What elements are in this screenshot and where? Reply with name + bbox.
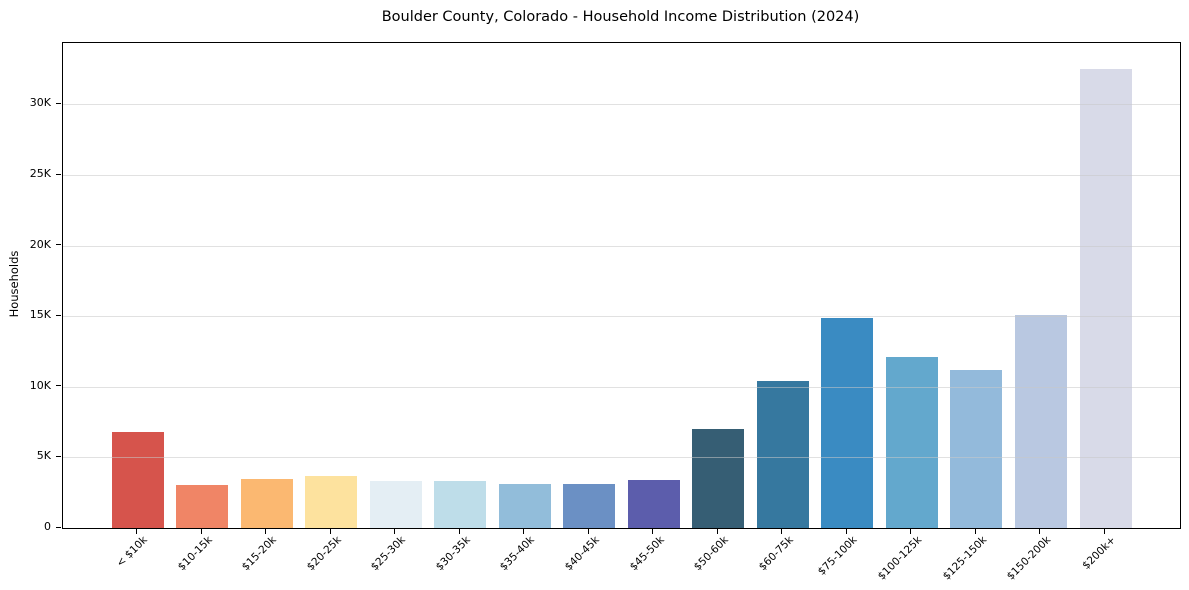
y-tick-label: 5K xyxy=(36,449,51,463)
x-tick-label: $35-40k xyxy=(498,534,538,574)
x-tick xyxy=(329,528,331,534)
bar-10 xyxy=(756,381,809,528)
x-tick xyxy=(394,528,396,534)
x-tick xyxy=(716,528,718,534)
bar-13 xyxy=(950,369,1003,528)
x-tick-label: $200k+ xyxy=(1080,534,1118,572)
bar-11 xyxy=(821,317,874,528)
plot-area xyxy=(62,42,1181,529)
x-tick-label: $100-125k xyxy=(875,534,925,583)
x-tick xyxy=(458,528,460,534)
bar-0 xyxy=(111,431,164,528)
bar-12 xyxy=(885,357,938,528)
chart-title: Boulder County, Colorado - Household Inc… xyxy=(381,9,860,25)
y-tick-label: 10K xyxy=(29,378,51,392)
x-tick xyxy=(910,528,912,534)
bars-layer xyxy=(63,43,1180,528)
bar-2 xyxy=(240,478,293,528)
x-tick-label: $30-35k xyxy=(433,534,473,574)
x-tick-label: $40-45k xyxy=(562,534,602,574)
bar-4 xyxy=(369,481,422,528)
y-tick-label: 30K xyxy=(29,96,51,110)
x-tick xyxy=(974,528,976,534)
bar-6 xyxy=(498,484,551,528)
y-tick-label: 0 xyxy=(44,520,51,533)
x-tick-label: $15-20k xyxy=(239,534,280,574)
bar-7 xyxy=(563,483,616,528)
x-tick xyxy=(781,528,783,534)
bar-15 xyxy=(1079,69,1132,528)
y-tick xyxy=(56,102,61,104)
y-tick xyxy=(56,385,61,387)
x-tick-label: $25-30k xyxy=(369,534,409,574)
y-tick xyxy=(56,173,61,175)
y-tick xyxy=(56,314,61,316)
x-tick xyxy=(265,528,267,534)
y-tick xyxy=(56,526,61,528)
bar-1 xyxy=(176,484,229,528)
x-tick xyxy=(136,528,137,534)
x-tick xyxy=(1039,528,1041,534)
bar-9 xyxy=(692,429,745,528)
bar-8 xyxy=(627,479,680,528)
x-tick-label: $10-15k xyxy=(175,534,215,574)
x-tick xyxy=(845,528,847,534)
x-tick xyxy=(587,528,589,534)
y-tick xyxy=(56,455,61,457)
x-tick xyxy=(200,528,202,534)
x-tick-label: $125-150k xyxy=(940,534,989,583)
bar-14 xyxy=(1014,314,1067,528)
x-tick-label: $150-200k xyxy=(1004,534,1054,583)
x-tick-label: $60-75k xyxy=(756,534,796,574)
y-tick-label: 15K xyxy=(29,308,51,322)
x-tick-label: $75-100k xyxy=(816,534,860,578)
y-tick-label: 25K xyxy=(29,167,51,181)
x-tick-label: $45-50k xyxy=(627,534,667,574)
bar-5 xyxy=(434,480,487,528)
y-tick xyxy=(56,244,61,246)
bar-3 xyxy=(305,475,358,528)
x-tick xyxy=(652,528,654,534)
x-tick xyxy=(1104,528,1105,534)
x-tick xyxy=(523,528,525,534)
x-tick-label: < $10k xyxy=(114,534,150,570)
y-tick-label: 20K xyxy=(29,237,51,251)
x-tick-label: $50-60k xyxy=(691,534,731,574)
x-tick-label: $20-25k xyxy=(304,534,344,574)
